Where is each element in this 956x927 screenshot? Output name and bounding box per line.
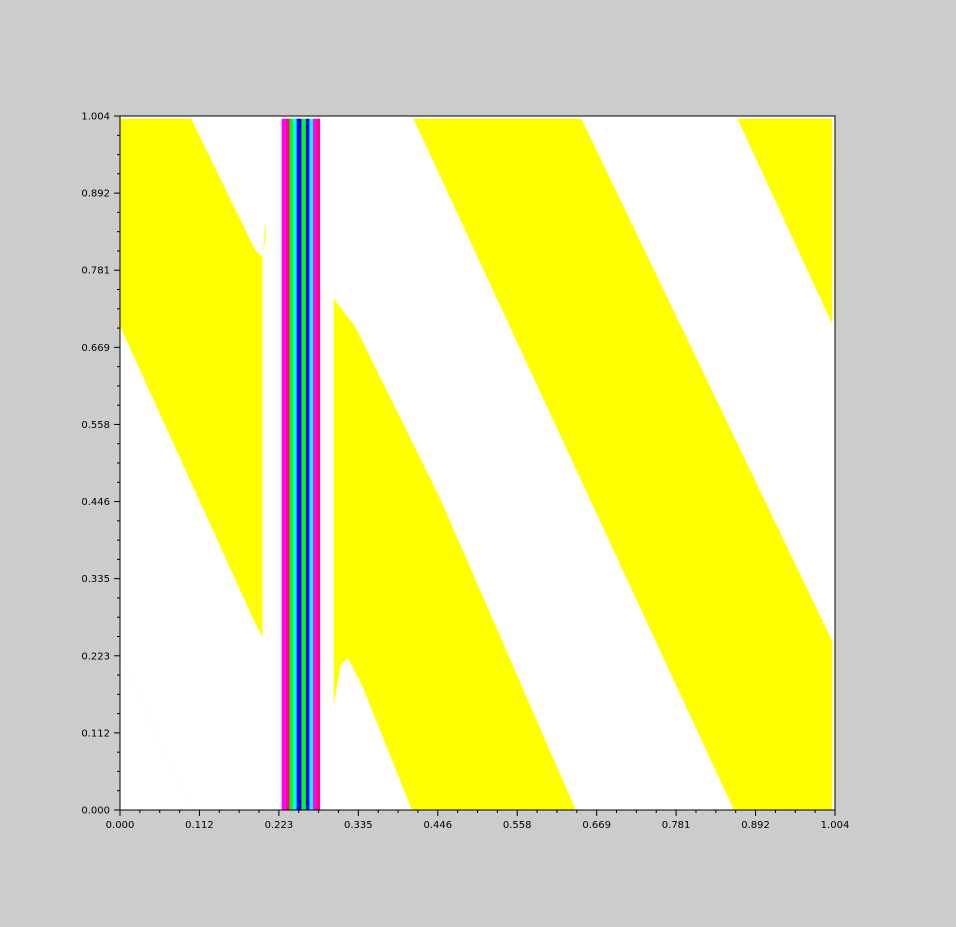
x-tick-label: 0.892 — [741, 820, 770, 831]
y-tick-label: 0.669 — [81, 343, 110, 354]
white-band-5 — [581, 118, 833, 641]
x-tick-label: 0.446 — [423, 820, 452, 831]
vertical-stripes — [281, 118, 321, 810]
stripe-7 — [305, 118, 310, 810]
yellow-band-4 — [737, 118, 833, 325]
stripe-10 — [316, 118, 321, 810]
white-band-1 — [191, 118, 266, 258]
y-tick-label: 0.781 — [81, 266, 110, 277]
y-tick-label: 0.223 — [81, 651, 110, 662]
x-tick-label: 1.004 — [821, 820, 850, 831]
stripe-8 — [309, 118, 313, 810]
y-tick-label: 0.446 — [81, 497, 110, 508]
white-band-2 — [120, 326, 266, 810]
stripe-9 — [312, 118, 317, 810]
yellow-band-3 — [413, 118, 833, 810]
stripe-5 — [296, 118, 302, 810]
stripe-6 — [301, 118, 306, 810]
stripe-2 — [285, 118, 290, 810]
yellow-band-2 — [333, 118, 576, 810]
y-tick-label: 0.000 — [81, 806, 110, 817]
x-tick-label: 0.669 — [582, 820, 611, 831]
x-tick-label: 0.223 — [265, 820, 294, 831]
white-band-3 — [333, 657, 412, 810]
axes: 0.000 0.112 0.223 0.335 0.446 0.558 0.669 0.781… — [81, 112, 849, 832]
stripe-3 — [289, 118, 294, 810]
x-tick-label: 0.112 — [185, 820, 214, 831]
y-tick-label: 0.112 — [81, 728, 110, 739]
y-tick-label: 0.892 — [81, 189, 110, 200]
x-tick-label: 0.335 — [344, 820, 373, 831]
x-tick-label: 0.558 — [503, 820, 532, 831]
y-tick-label: 0.558 — [81, 420, 110, 431]
x-tick-label: 0.781 — [662, 820, 691, 831]
y-tick-label: 1.004 — [81, 112, 110, 123]
stripe-1 — [281, 118, 286, 810]
x-tick-label: 0.000 — [106, 820, 135, 831]
white-band-4 — [333, 118, 734, 810]
stripe-4 — [293, 118, 297, 810]
y-tick-label: 0.335 — [81, 574, 110, 585]
contour-regions — [120, 118, 833, 810]
